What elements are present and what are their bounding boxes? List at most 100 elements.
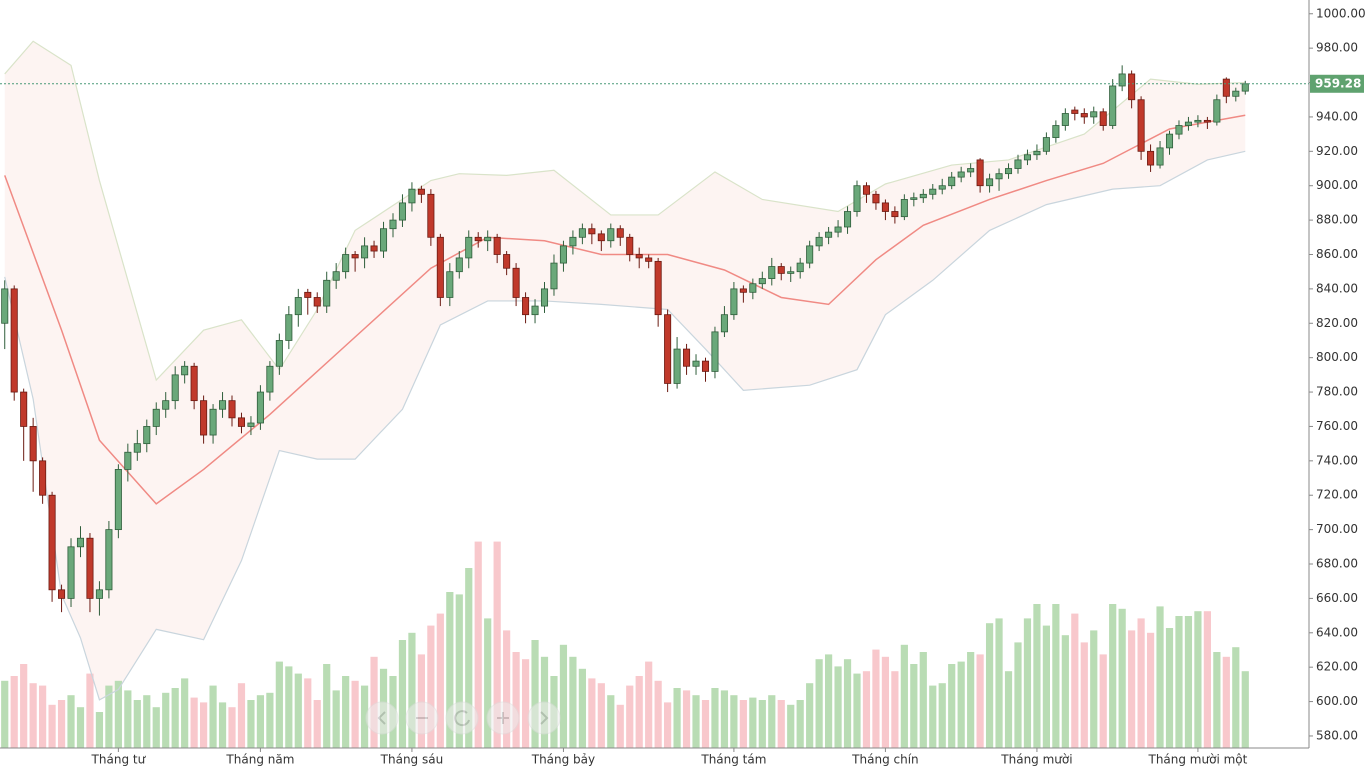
candle-body bbox=[569, 236, 577, 247]
y-tick-label: 880.00 bbox=[1316, 213, 1358, 227]
volume-bar bbox=[1137, 618, 1145, 748]
volume-bar bbox=[1241, 671, 1249, 748]
y-tick-label: 600.00 bbox=[1316, 694, 1358, 708]
candle-body bbox=[891, 211, 899, 218]
candle-body bbox=[1203, 119, 1211, 123]
volume-bar bbox=[900, 644, 908, 748]
y-tick-label: 660.00 bbox=[1316, 591, 1358, 605]
volume-bar bbox=[20, 664, 28, 748]
candle-body bbox=[76, 537, 85, 548]
volume-bar bbox=[787, 704, 795, 748]
volume-bar bbox=[1184, 616, 1193, 748]
candle-body bbox=[332, 271, 340, 281]
candle-body bbox=[929, 188, 937, 195]
candle-body bbox=[1014, 159, 1022, 169]
volume-bar bbox=[57, 700, 66, 748]
volume-bar bbox=[484, 618, 492, 748]
volume-bar bbox=[171, 688, 179, 748]
candle-body bbox=[834, 226, 842, 233]
x-tick-label: Tháng mười một bbox=[1147, 753, 1247, 767]
candle-body bbox=[67, 546, 75, 599]
candle-body bbox=[133, 443, 141, 453]
candle-body bbox=[48, 494, 56, 591]
y-tick-label: 640.00 bbox=[1316, 625, 1358, 639]
volume-bar bbox=[181, 678, 189, 748]
reset-button[interactable] bbox=[445, 701, 479, 735]
candle-body bbox=[597, 233, 605, 242]
volume-bar bbox=[1099, 654, 1107, 748]
candle-body bbox=[948, 176, 956, 187]
candle-body bbox=[910, 197, 918, 200]
candle-body bbox=[540, 288, 549, 307]
candle-body bbox=[370, 245, 378, 252]
volume-bar bbox=[1042, 625, 1050, 748]
candle-body bbox=[1, 288, 9, 324]
volume-bar bbox=[408, 632, 416, 748]
volume-bar bbox=[1033, 604, 1041, 748]
y-tick-label: 1000.00 bbox=[1316, 6, 1366, 20]
volume-bar bbox=[398, 640, 407, 748]
candle-body bbox=[105, 529, 113, 591]
last-price-box bbox=[1310, 74, 1364, 93]
scroll-left-button[interactable] bbox=[365, 701, 399, 735]
volume-bar bbox=[938, 683, 946, 748]
candle-body bbox=[531, 305, 539, 316]
volume-bar bbox=[768, 695, 776, 748]
candle-body bbox=[559, 245, 567, 264]
y-tick-label: 800.00 bbox=[1316, 350, 1358, 364]
candle-body bbox=[29, 426, 37, 462]
x-tick-label: Tháng năm bbox=[225, 753, 294, 767]
volume-bar bbox=[1156, 606, 1164, 748]
volume-bar bbox=[891, 671, 899, 748]
volume-bar bbox=[86, 673, 94, 748]
volume-bar bbox=[739, 700, 747, 748]
volume-bar bbox=[616, 704, 624, 748]
y-tick-label: 700.00 bbox=[1316, 522, 1358, 536]
volume-bar bbox=[1203, 611, 1211, 748]
volume-bar bbox=[1014, 642, 1022, 748]
candle-body bbox=[323, 279, 331, 307]
candle-body bbox=[1241, 83, 1249, 92]
volume-bar bbox=[1222, 656, 1230, 748]
volume-bar bbox=[1118, 608, 1126, 748]
scroll-right-button[interactable] bbox=[527, 701, 561, 735]
zoom-in-button[interactable] bbox=[486, 701, 520, 735]
candle-body bbox=[654, 260, 662, 316]
volume-bar bbox=[114, 680, 122, 748]
volume-bar bbox=[1023, 618, 1032, 748]
candle-body bbox=[720, 314, 728, 333]
volume-bar bbox=[825, 654, 833, 748]
volume-bar bbox=[796, 700, 804, 748]
volume-bar bbox=[266, 692, 274, 748]
volume-bar bbox=[455, 594, 463, 748]
candle-body bbox=[607, 228, 615, 242]
candle-body bbox=[86, 537, 94, 599]
candle-body bbox=[806, 245, 814, 264]
candle-body bbox=[862, 185, 871, 195]
y-tick-label: 980.00 bbox=[1316, 41, 1358, 55]
volume-bar bbox=[285, 666, 293, 748]
candle-body bbox=[247, 422, 255, 427]
volume-bar bbox=[1175, 616, 1183, 748]
candle-body bbox=[1004, 168, 1013, 175]
volume-bar bbox=[834, 666, 842, 748]
candle-body bbox=[1080, 113, 1088, 118]
volume-bar bbox=[720, 690, 729, 748]
x-tick-label: Tháng chín bbox=[851, 753, 918, 767]
volume-bar bbox=[910, 664, 918, 748]
candle-body bbox=[616, 228, 624, 238]
y-tick-label: 720.00 bbox=[1316, 488, 1358, 502]
volume-bar bbox=[597, 683, 605, 748]
candle-body bbox=[739, 288, 747, 293]
volume-bar bbox=[919, 652, 927, 748]
candle-body bbox=[796, 262, 804, 273]
candle-body bbox=[1175, 125, 1183, 135]
candle-body bbox=[1071, 109, 1079, 114]
volume-bar bbox=[105, 685, 113, 748]
volume-bar bbox=[351, 680, 359, 748]
zoom-out-button[interactable] bbox=[405, 701, 439, 735]
volume-bar bbox=[512, 652, 520, 748]
candle-body bbox=[1213, 99, 1221, 123]
candle-body bbox=[436, 236, 444, 298]
candle-body bbox=[228, 400, 236, 419]
